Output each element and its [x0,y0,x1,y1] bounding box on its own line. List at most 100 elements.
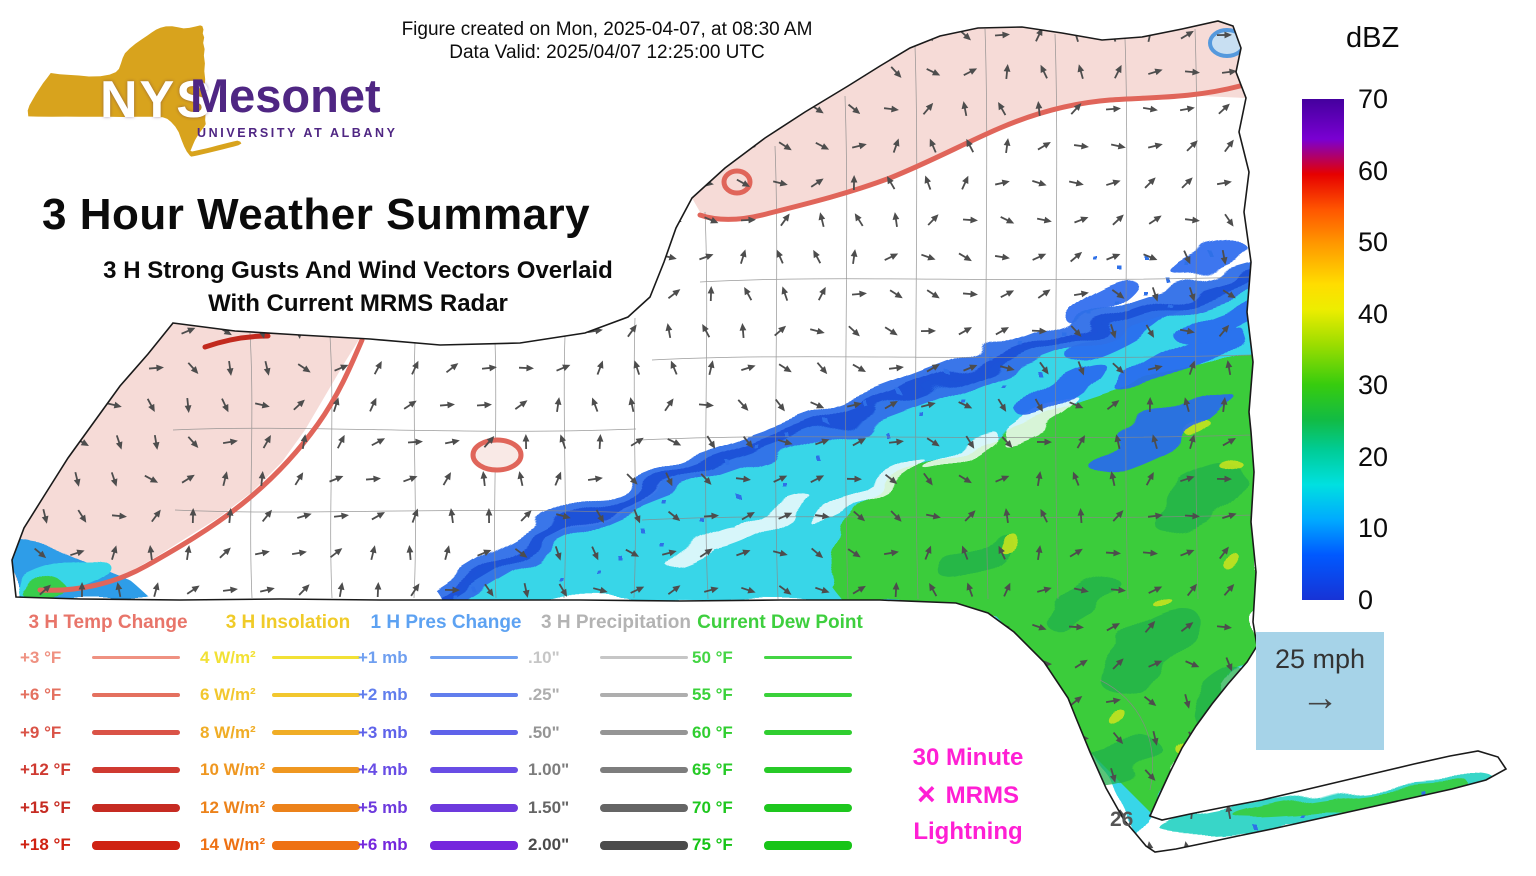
colorbar-tick: 20 [1358,442,1389,472]
legend-item-label: 8 W/m² [200,722,256,742]
legend-item: 6 W/m² [200,677,376,715]
temp-change-shading [12,21,1246,592]
legend-line-swatch [272,803,360,812]
legend-line-swatch [430,693,518,698]
legend-item: 2.00" [528,827,704,865]
legend-item-label: 70 °F [692,797,733,817]
county-borders [172,28,1255,791]
legend-line-swatch [272,656,360,660]
legend-item-label: +18 °F [20,835,71,855]
legend-column-dew-point: Current Dew Point 50 °F 55 °F 60 °F 65 °… [692,612,868,864]
legend-column-title: 1 H Pres Change [370,612,522,633]
legend-item: +4 mb [358,752,534,790]
legend-item-label: 65 °F [692,760,733,780]
legend-item-label: +6 mb [358,835,408,855]
legend-item: 70 °F [692,789,868,827]
legend-line-swatch [92,693,180,698]
legend-item-label: 2.00" [528,835,570,855]
legend-line-swatch [92,656,180,660]
colorbar-tick: 10 [1358,513,1389,543]
radar-layer [12,244,1501,835]
legend-line-swatch [600,730,688,736]
legend-line-swatch [600,693,688,698]
legend-item-label: 12 W/m² [200,797,266,817]
legend-item-label: +1 mb [358,647,408,667]
legend-item-label: +2 mb [358,685,408,705]
page-subtitle-line1: 3 H Strong Gusts And Wind Vectors Overla… [103,257,613,284]
legend-line-swatch [430,730,518,736]
legend-item-label: +4 mb [358,760,408,780]
legend-item: 1.00" [528,752,704,790]
legend-item-label: 60 °F [692,722,733,742]
legend-item: +18 °F [20,827,196,865]
legend-line-swatch [430,840,518,850]
legend-line-swatch [764,693,852,698]
lightning-line3: Lightning [913,818,1023,845]
figure-header: Figure created on Mon, 2025-04-07, at 08… [352,18,862,64]
legend-item: +2 mb [358,677,534,715]
legend-item: 60 °F [692,714,868,752]
legend-line-swatch [430,656,518,660]
logo-university: UNIVERSITY AT ALBANY [197,126,398,140]
legend-item: .25" [528,677,704,715]
legend-item-label: 4 W/m² [200,647,256,667]
wind-scale-legend: 25 mph → [1256,632,1384,750]
legend-line-swatch [764,730,852,736]
legend-item-label: 14 W/m² [200,835,266,855]
legend-item: +9 °F [20,714,196,752]
map-legend: 3 H Temp Change +3 °F +6 °F +9 °F +12 °F… [0,612,900,876]
legend-item: 55 °F [692,677,868,715]
legend-item: 4 W/m² [200,639,376,677]
nys-mesonet-logo-state-shape [27,25,242,157]
legend-line-swatch [600,840,688,850]
legend-item-label: +15 °F [20,797,71,817]
legend-item-label: .10" [528,647,560,667]
legend-item-label: +9 °F [20,722,62,742]
gust-value-label: 26 [1110,808,1134,831]
legend-column-precipitation: 3 H Precipitation .10" .25" .50" 1.00" 1… [528,612,704,864]
legend-line-swatch [600,767,688,774]
legend-item: 12 W/m² [200,789,376,827]
lightning-x-icon: × [916,776,936,812]
legend-line-swatch [92,803,180,812]
legend-item: +6 °F [20,677,196,715]
temp-change-contours [37,83,1243,593]
lightning-line2-label: MRMS [945,782,1019,809]
wind-scale-label: 25 mph [1274,644,1366,674]
legend-item: +1 mb [358,639,534,677]
legend-item-label: +5 mb [358,797,408,817]
legend-line-swatch [764,656,852,660]
radar-speckles [450,253,1424,826]
legend-item-label: +3 mb [358,722,408,742]
legend-item: 75 °F [692,827,868,865]
legend-item: +3 °F [20,639,196,677]
legend-item: 8 W/m² [200,714,376,752]
data-valid-line: Data Valid: 2025/04/07 12:25:00 UTC [449,42,765,63]
legend-item-label: .25" [528,685,560,705]
legend-line-swatch [92,767,180,774]
lightning-line2: × MRMS [862,776,1074,814]
legend-item: +6 mb [358,827,534,865]
legend-item: 65 °F [692,752,868,790]
colorbar-tick: 30 [1358,370,1389,400]
colorbar-title: dBZ [1346,22,1400,54]
legend-column-title: Current Dew Point [697,612,863,633]
legend-item: +3 mb [358,714,534,752]
colorbar-tick: 70 [1358,84,1389,114]
legend-item-label: 55 °F [692,685,733,705]
legend-item: +15 °F [20,789,196,827]
colorbar-tick: 40 [1358,299,1389,329]
page-title: 3 Hour Weather Summary [42,190,591,239]
legend-line-swatch [430,803,518,812]
legend-item: .50" [528,714,704,752]
dbz-colorbar [1302,99,1344,600]
legend-line-swatch [600,803,688,812]
logo-acronym: NYS [100,71,213,129]
legend-line-swatch [764,767,852,774]
legend-column-title: 3 H Precipitation [541,612,691,633]
legend-item-label: +3 °F [20,647,62,667]
legend-line-swatch [272,840,360,850]
legend-item-label: 1.50" [528,797,570,817]
legend-item-label: .50" [528,722,560,742]
